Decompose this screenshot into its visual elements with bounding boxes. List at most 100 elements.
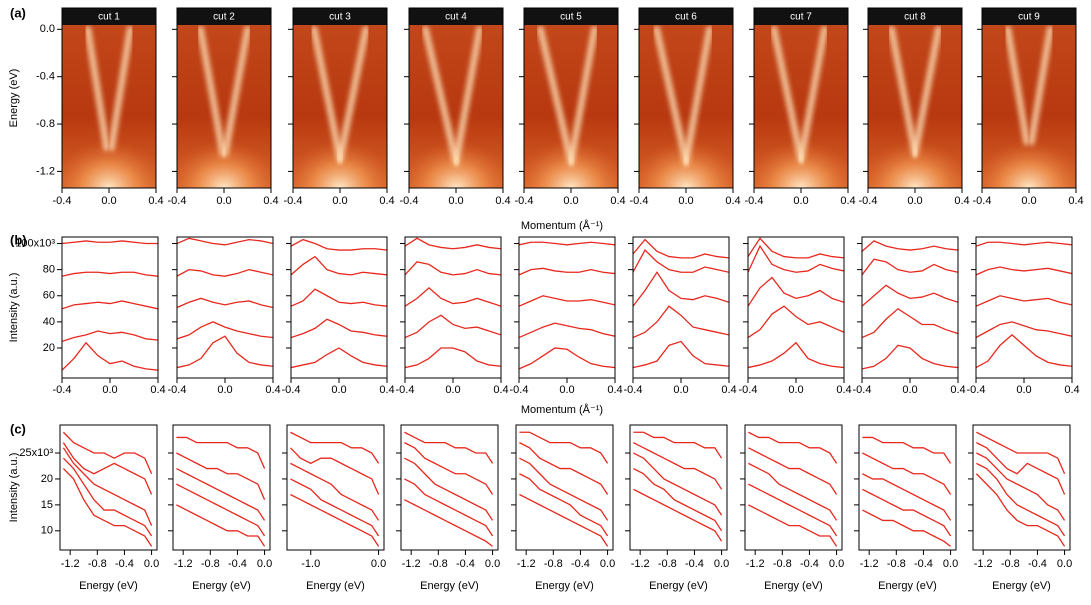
x-tick-label: -0.8 <box>429 558 448 570</box>
plot-area <box>868 8 962 188</box>
curve <box>633 467 723 532</box>
x-tick-label: 0.0 <box>600 558 615 570</box>
x-tick-label: -1.2 <box>860 558 879 570</box>
panel: -1.2 -0.8 -0.4 0.0 Energy (eV) <box>854 424 958 592</box>
curve <box>633 431 723 459</box>
band <box>421 25 460 166</box>
band <box>197 25 227 158</box>
intensity-blob <box>982 107 1076 188</box>
plot-area <box>748 237 844 369</box>
x-tick-label: 0.0 <box>485 558 500 570</box>
x-tick-label: -0.4 <box>630 195 649 207</box>
x-tick-label: 0.0 <box>902 384 917 396</box>
band <box>770 25 805 164</box>
x-tick-label: -1.2 <box>631 558 650 570</box>
band <box>911 25 942 158</box>
band <box>452 25 483 166</box>
curve <box>976 295 1072 307</box>
x-tick-label: -0.4 <box>967 384 986 396</box>
curve <box>862 284 958 307</box>
plot-area <box>405 237 501 369</box>
curve <box>976 266 1072 276</box>
y-tick-label: -1.2 <box>36 165 55 177</box>
y-tick-label: 10 <box>41 525 53 537</box>
curve <box>748 276 844 307</box>
curve <box>62 431 153 475</box>
cut-label: cut 6 <box>675 12 697 23</box>
x-tick-label: -0.8 <box>887 558 906 570</box>
panel-frame <box>861 236 959 379</box>
label-strip <box>754 8 848 25</box>
curve <box>519 295 615 307</box>
plot-area <box>524 8 618 188</box>
panel-frame <box>176 236 274 379</box>
curve <box>405 347 501 369</box>
curve <box>404 457 494 521</box>
curve <box>862 473 952 521</box>
x-tick-label: 0.0 <box>943 558 958 570</box>
y-tick-label: 40 <box>43 316 55 328</box>
curve <box>290 431 380 464</box>
band <box>336 25 370 164</box>
curve <box>62 457 153 537</box>
curve <box>177 297 273 309</box>
x-tick-label: -0.8 <box>1001 558 1020 570</box>
curve <box>519 322 615 339</box>
plot-area <box>62 431 153 547</box>
cut-label: cut 1 <box>98 12 120 23</box>
curve <box>862 436 952 464</box>
x-tick-label: -0.4 <box>685 558 704 570</box>
curve <box>290 493 380 547</box>
plot-area <box>291 238 387 369</box>
curve <box>290 462 380 521</box>
plot-area <box>633 431 723 542</box>
panel: -0.4 0.0 0.4 <box>282 236 395 396</box>
curve <box>177 321 273 340</box>
x-tick-label: -0.8 <box>88 558 107 570</box>
label-strip <box>177 8 271 25</box>
panel: cut 8 -0.4 0.0 0.4 <box>859 7 970 207</box>
curve <box>519 473 609 537</box>
x-axis-label: Energy (eV) <box>192 580 251 592</box>
panel-frame <box>518 236 616 379</box>
plot-area <box>176 436 266 547</box>
curve <box>976 431 1066 475</box>
plot-area <box>862 240 958 370</box>
x-tick-label: -1.2 <box>402 558 421 570</box>
band <box>84 25 111 152</box>
curve <box>633 488 723 542</box>
x-tick-label: 0.0 <box>829 558 844 570</box>
x-tick-label: -0.4 <box>853 384 872 396</box>
panel: cut 2 -0.4 0.0 0.4 <box>168 7 279 207</box>
cut-label: cut 3 <box>329 12 351 23</box>
x-tick-label: -0.8 <box>658 558 677 570</box>
curve <box>176 467 266 521</box>
x-tick-label: -0.4 <box>515 195 534 207</box>
band <box>888 25 919 158</box>
plot-area <box>177 8 271 188</box>
x-tick-label: -0.4 <box>1028 558 1047 570</box>
panel-frame <box>972 424 1071 551</box>
curve <box>519 241 615 246</box>
curve <box>862 509 951 547</box>
curve <box>62 240 158 245</box>
y-tick-label: 60 <box>43 290 55 302</box>
x-tick-label: 0.4 <box>1068 195 1083 207</box>
plot-area <box>409 8 503 188</box>
panel: -1.2 -0.8 -0.4 0.0 Energy (eV) <box>740 424 844 592</box>
y-tick-label: 15 <box>41 499 53 511</box>
x-tick-label: -1.2 <box>517 558 536 570</box>
band <box>1004 25 1031 146</box>
plot-area <box>404 431 494 547</box>
x-tick-label: 0.0 <box>673 384 688 396</box>
x-tick-label: -0.4 <box>282 384 301 396</box>
x-tick-label: 0.4 <box>148 195 163 207</box>
curve <box>748 237 844 259</box>
x-tick-label: 0.4 <box>379 384 394 396</box>
y-tick-label: -0.4 <box>36 71 55 83</box>
x-tick-label: 0.0 <box>563 195 578 207</box>
panel-frame <box>629 424 728 551</box>
curve <box>976 321 1072 339</box>
curve <box>62 447 153 526</box>
x-axis-label: Energy (eV) <box>878 580 937 592</box>
